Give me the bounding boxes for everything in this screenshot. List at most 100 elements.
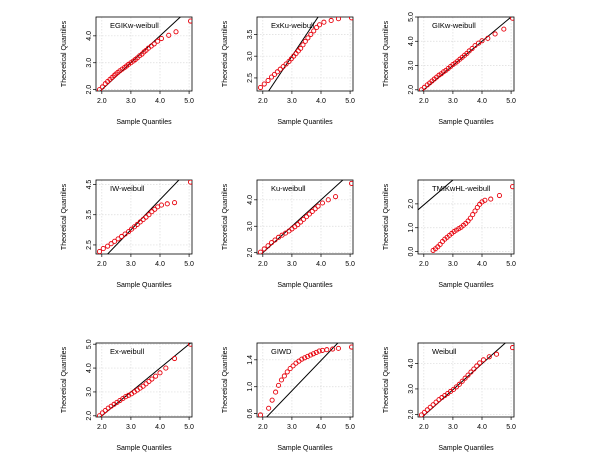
data-point bbox=[300, 42, 306, 48]
y-tick-label: 3.0 bbox=[86, 58, 93, 68]
data-point bbox=[509, 17, 514, 21]
data-point bbox=[468, 369, 474, 375]
data-point bbox=[332, 194, 339, 200]
x-tick-label: 5.0 bbox=[506, 261, 516, 268]
data-point bbox=[257, 249, 264, 254]
data-point bbox=[153, 373, 159, 379]
x-tick-label: 4.0 bbox=[477, 424, 487, 431]
data-point bbox=[265, 78, 271, 84]
data-point bbox=[450, 386, 457, 392]
reference-line bbox=[106, 180, 180, 254]
panel-title: EGIKw-weibull bbox=[110, 21, 159, 30]
data-point bbox=[268, 74, 275, 80]
data-point bbox=[158, 35, 165, 42]
y-tick-label: 3.0 bbox=[408, 61, 415, 71]
y-tick-label: 4.0 bbox=[86, 363, 93, 373]
data-point bbox=[418, 412, 425, 417]
panel-title: Weibull bbox=[432, 347, 457, 356]
x-tick-label: 5.0 bbox=[345, 98, 355, 105]
data-point bbox=[321, 19, 327, 25]
plot-area bbox=[418, 343, 514, 417]
data-point bbox=[474, 363, 480, 369]
x-tick-label: 3.0 bbox=[126, 261, 136, 268]
data-point bbox=[488, 196, 494, 202]
panel-title: IW-weibull bbox=[110, 184, 145, 193]
data-point bbox=[328, 17, 334, 24]
panel-title: Ex-weibull bbox=[110, 347, 145, 356]
y-tick-label: 0.6 bbox=[247, 409, 254, 419]
panel-title: TMIKwHL-weibull bbox=[432, 184, 491, 193]
data-point bbox=[158, 202, 165, 208]
data-point bbox=[480, 357, 487, 363]
y-axis-title: Theoretical Quantiles bbox=[61, 346, 68, 413]
x-tick-label: 3.0 bbox=[287, 261, 297, 268]
data-point bbox=[459, 378, 465, 384]
x-tick-label: 4.0 bbox=[155, 98, 165, 105]
x-axis-title: Sample Quantiles bbox=[438, 445, 494, 452]
x-tick-label: 4.0 bbox=[316, 98, 326, 105]
data-point bbox=[467, 215, 473, 221]
data-point bbox=[187, 343, 192, 347]
data-point bbox=[293, 51, 299, 57]
panel-title: GIKw-weibull bbox=[432, 21, 476, 30]
reference-line bbox=[418, 180, 454, 211]
data-point bbox=[151, 41, 157, 47]
data-point bbox=[122, 231, 128, 237]
data-point bbox=[348, 180, 353, 186]
reference-line bbox=[421, 343, 507, 417]
data-point bbox=[456, 381, 462, 387]
x-tick-label: 3.0 bbox=[287, 424, 297, 431]
data-point bbox=[257, 84, 264, 91]
y-axis-title: Theoretical Quantiles bbox=[222, 183, 229, 250]
y-tick-label: 2.5 bbox=[86, 240, 93, 250]
qq-panel-5: 2.0 3.0 4.0 5.0 2.0 3.0 4.0 Sample Quantiles The… bbox=[222, 179, 355, 289]
y-axis-title: Theoretical Quantiles bbox=[222, 346, 229, 413]
data-point bbox=[316, 22, 323, 28]
plot-frame bbox=[95, 342, 193, 418]
data-point bbox=[278, 377, 284, 383]
data-point bbox=[268, 240, 275, 246]
data-point bbox=[462, 375, 468, 381]
data-point bbox=[292, 224, 298, 230]
y-axis-title: Theoretical Quantiles bbox=[222, 20, 229, 87]
data-point bbox=[482, 197, 488, 203]
plot-frame bbox=[417, 16, 515, 92]
x-tick-label: 5.0 bbox=[345, 424, 355, 431]
data-point bbox=[418, 87, 425, 91]
data-point bbox=[314, 24, 320, 30]
reference-line bbox=[266, 343, 339, 417]
y-tick-label: 3.0 bbox=[247, 51, 254, 61]
plot-area bbox=[257, 17, 353, 91]
data-point bbox=[472, 43, 478, 49]
data-point bbox=[465, 372, 471, 378]
data-point bbox=[166, 32, 172, 38]
data-point bbox=[173, 29, 179, 35]
qq-panel-6: 2.0 3.0 4.0 5.0 0.0 1.0 2.0 Sample Quantiles The… bbox=[383, 179, 516, 289]
data-point bbox=[274, 69, 280, 75]
x-tick-label: 3.0 bbox=[126, 98, 136, 105]
data-point bbox=[430, 402, 436, 408]
data-point bbox=[171, 200, 178, 206]
x-tick-label: 5.0 bbox=[506, 424, 516, 431]
data-point bbox=[283, 61, 289, 67]
y-tick-label: 3.0 bbox=[408, 384, 415, 394]
data-point bbox=[310, 351, 316, 357]
data-point bbox=[123, 394, 129, 400]
data-point bbox=[308, 31, 314, 37]
y-axis-title: Theoretical Quantiles bbox=[61, 183, 68, 250]
data-point bbox=[96, 249, 103, 254]
data-point bbox=[302, 355, 308, 361]
x-axis-title: Sample Quantiles bbox=[438, 282, 494, 289]
x-tick-label: 5.0 bbox=[184, 424, 194, 431]
data-point bbox=[469, 45, 475, 52]
data-point bbox=[105, 243, 111, 249]
x-tick-label: 4.0 bbox=[477, 98, 487, 105]
data-point bbox=[281, 373, 287, 379]
x-tick-label: 3.0 bbox=[287, 98, 297, 105]
y-tick-label: 3.0 bbox=[247, 221, 254, 231]
data-point bbox=[421, 409, 427, 415]
qq-panel-3: 2.0 3.0 4.0 5.0 2.0 3.0 4.0 5.0 Sample Quantiles… bbox=[383, 12, 516, 126]
y-axis-title: Theoretical Quantiles bbox=[383, 20, 390, 87]
qq-panel-2: 2.0 3.0 4.0 5.0 2.5 3.0 3.5 Sample Quantiles The… bbox=[222, 16, 355, 126]
